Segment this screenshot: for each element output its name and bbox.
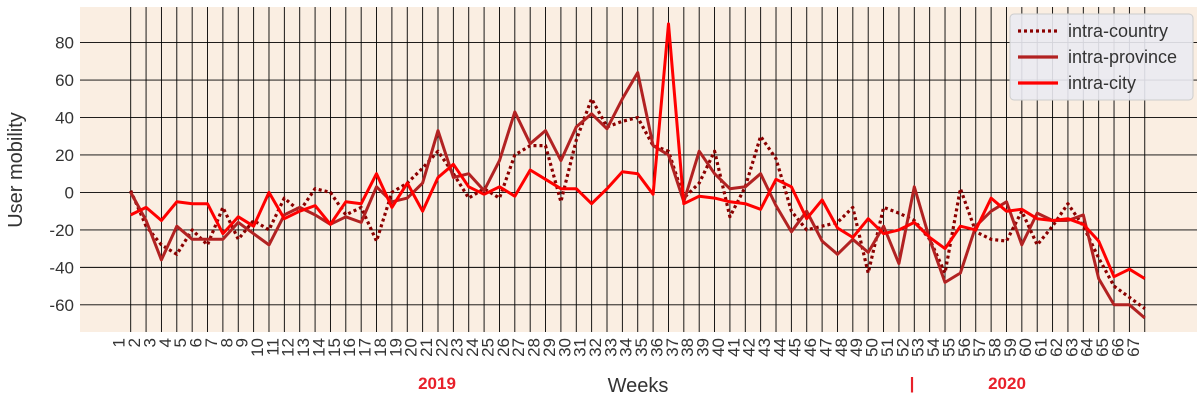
- lines: [129, 22, 1146, 320]
- legend-label: intra-city: [1068, 73, 1136, 93]
- x-tick-label: 65: [1093, 338, 1112, 357]
- x-tick-label: 11: [263, 338, 282, 356]
- x-tick-label: 61: [1032, 338, 1051, 357]
- y-tick-label: -60: [49, 296, 74, 315]
- y-tick-label: 40: [55, 109, 74, 128]
- x-tick-label: 15: [325, 338, 344, 357]
- x-tick-label: 13: [294, 338, 313, 357]
- x-tick-label: 37: [663, 338, 682, 357]
- x-tick-label: 67: [1124, 338, 1143, 357]
- x-tick-label: 17: [356, 338, 375, 357]
- series-line: [130, 22, 1146, 280]
- x-tick-label: 41: [724, 338, 743, 357]
- legend-box: [1009, 13, 1194, 101]
- y-tick-label: 80: [55, 34, 74, 53]
- x-tick-label: 31: [571, 338, 590, 357]
- x-tick-label: 34: [617, 338, 636, 357]
- legend-label: intra-province: [1068, 47, 1177, 67]
- x-tick-label: 39: [694, 338, 713, 357]
- x-tick-label: 60: [1016, 338, 1035, 357]
- y-tick-label: 20: [55, 146, 74, 165]
- x-tick-label: 38: [678, 338, 697, 357]
- x-tick-label: 57: [970, 338, 989, 357]
- x-tick-label: 2: [125, 338, 144, 347]
- x-tick-label: 8: [217, 338, 236, 347]
- x-tick-label: 43: [755, 338, 774, 357]
- x-tick-label: 26: [494, 338, 513, 357]
- x-tick-label: 45: [786, 338, 805, 357]
- x-tick-label: 35: [632, 338, 651, 357]
- x-tick-label: 7: [202, 338, 221, 347]
- year-annotation: 2020: [988, 374, 1026, 393]
- year-annotation: |: [910, 374, 915, 393]
- x-tick-label: 6: [187, 338, 206, 347]
- x-tick-label: 12: [279, 338, 298, 357]
- x-tick-label: 54: [924, 338, 943, 357]
- x-tick-label: 21: [417, 338, 436, 357]
- series-line: [129, 71, 1146, 320]
- x-tick-label: 52: [893, 338, 912, 357]
- x-tick-label: 55: [939, 338, 958, 357]
- x-tick-label: 22: [432, 338, 451, 357]
- x-tick-label: 42: [740, 338, 759, 357]
- y-axis-label: User mobility: [5, 112, 27, 228]
- x-tick-label: 5: [171, 338, 190, 347]
- x-tick-label: 59: [1001, 338, 1020, 357]
- x-tick-label: 53: [909, 338, 928, 357]
- x-tick-label: 20: [402, 338, 421, 357]
- x-tick-label: 1: [110, 338, 129, 347]
- y-tick-label: -20: [49, 221, 74, 240]
- x-tick-label: 58: [985, 338, 1004, 357]
- x-tick-label: 50: [863, 338, 882, 357]
- x-tick-label: 23: [448, 338, 467, 357]
- x-tick-label: 32: [586, 338, 605, 357]
- x-tick-label: 18: [371, 338, 390, 357]
- x-tick-label: 56: [955, 338, 974, 357]
- x-tick-label: 66: [1108, 338, 1127, 357]
- x-tick-label: 36: [647, 338, 666, 357]
- x-tick-label: 19: [386, 338, 405, 357]
- y-tick-label: 0: [65, 183, 74, 202]
- series-line: [129, 97, 1146, 310]
- x-tick-label: 44: [770, 338, 789, 357]
- x-tick-label: 9: [233, 338, 252, 347]
- year-annotation: 2019: [418, 374, 456, 393]
- x-tick-label: 29: [540, 338, 559, 357]
- x-tick-label: 4: [156, 338, 175, 347]
- x-tick-label: 49: [847, 338, 866, 357]
- x-tick-label: 48: [832, 338, 851, 357]
- x-tick-label: 14: [309, 338, 328, 357]
- x-tick-label: 27: [509, 338, 528, 357]
- legend: intra-country intra-province intra-city: [1009, 13, 1194, 101]
- y-tick-label: 60: [55, 71, 74, 90]
- x-tick-label: 30: [555, 338, 574, 357]
- x-tick-label: 28: [525, 338, 544, 357]
- x-tick-label: 40: [709, 338, 728, 357]
- x-tick-label: 25: [478, 338, 497, 357]
- x-tick-label: 16: [340, 338, 359, 357]
- x-tick-label: 64: [1078, 338, 1097, 357]
- x-tick-label: 63: [1062, 338, 1081, 357]
- x-tick-label: 62: [1047, 338, 1066, 357]
- x-tick-label: 47: [816, 338, 835, 357]
- y-tick-label: -40: [49, 258, 74, 277]
- x-axis-label: Weeks: [608, 375, 669, 397]
- x-tick-label: 24: [463, 338, 482, 357]
- x-tick-label: 33: [601, 338, 620, 357]
- x-tick-label: 10: [248, 338, 267, 357]
- x-tick-label: 3: [140, 338, 159, 347]
- legend-label: intra-country: [1068, 21, 1168, 41]
- x-tick-label: 51: [878, 338, 897, 357]
- x-tick-label: 46: [801, 338, 820, 357]
